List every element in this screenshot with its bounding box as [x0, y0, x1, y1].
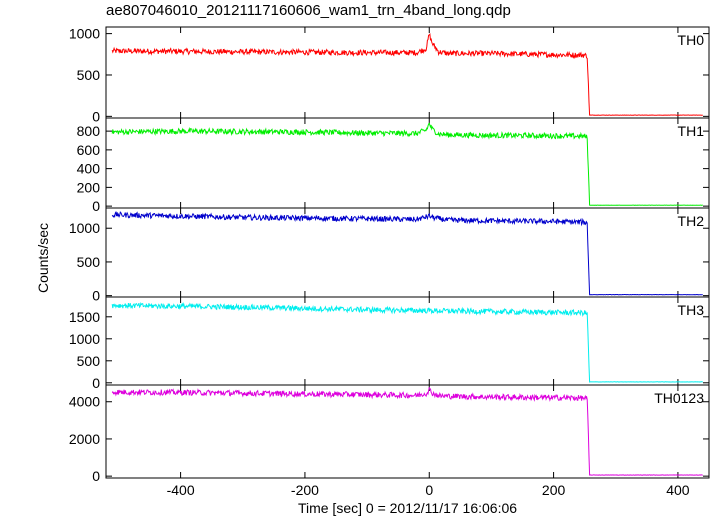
x-axis-label: Time [sec] 0 = 2012/11/17 16:06:06 [298, 500, 517, 516]
x-tick-label: 0 [425, 482, 433, 498]
y-tick-label-th0: 1000 [69, 26, 100, 42]
y-tick-label-th0: 500 [77, 67, 101, 83]
series-line-th2 [111, 210, 703, 296]
panel-label-th2: TH2 [678, 213, 705, 229]
series-line-th0 [111, 32, 703, 116]
y-tick-label-th3: 1500 [69, 309, 100, 325]
y-tick-label-th2: 0 [92, 288, 100, 304]
series-line-th1 [111, 122, 703, 206]
panel-label-th1: TH1 [678, 123, 705, 139]
chart-title: ae807046010_20121117160606_wam1_trn_4ban… [106, 2, 511, 19]
panel-frame-th0 [105, 26, 710, 119]
y-tick-label-th3: 500 [77, 353, 101, 369]
panel-frame-th2 [105, 207, 710, 298]
y-tick-label-th0123: 0 [92, 468, 100, 484]
y-tick-label-th0123: 2000 [69, 431, 100, 447]
x-tick-label: -400 [167, 482, 195, 498]
x-tick-label: 400 [666, 482, 690, 498]
y-tick-label-th0: 0 [92, 108, 100, 124]
panel-label-th0123: TH0123 [654, 390, 704, 406]
y-tick-label-th1: 0 [92, 198, 100, 214]
y-tick-label-th2: 500 [77, 254, 101, 270]
y-axis-label: Counts/sec [35, 223, 51, 293]
y-tick-label-th3: 0 [92, 375, 100, 391]
y-tick-label-th1: 600 [77, 142, 101, 158]
x-tick-label: -200 [291, 482, 319, 498]
y-tick-label-th2: 1000 [69, 220, 100, 236]
series-line-th3 [111, 301, 703, 383]
y-tick-label-th1: 800 [77, 123, 101, 139]
y-tick-label-th3: 1000 [69, 331, 100, 347]
y-tick-label-th0123: 4000 [69, 394, 100, 410]
y-tick-label-th1: 200 [77, 179, 101, 195]
panel-label-th0: TH0 [678, 32, 705, 48]
y-tick-label-th1: 400 [77, 161, 101, 177]
x-tick-label: 200 [542, 482, 566, 498]
panel-frame-th0123 [105, 384, 710, 479]
panel-label-th3: TH3 [678, 302, 705, 318]
series-line-th0123 [111, 386, 703, 476]
